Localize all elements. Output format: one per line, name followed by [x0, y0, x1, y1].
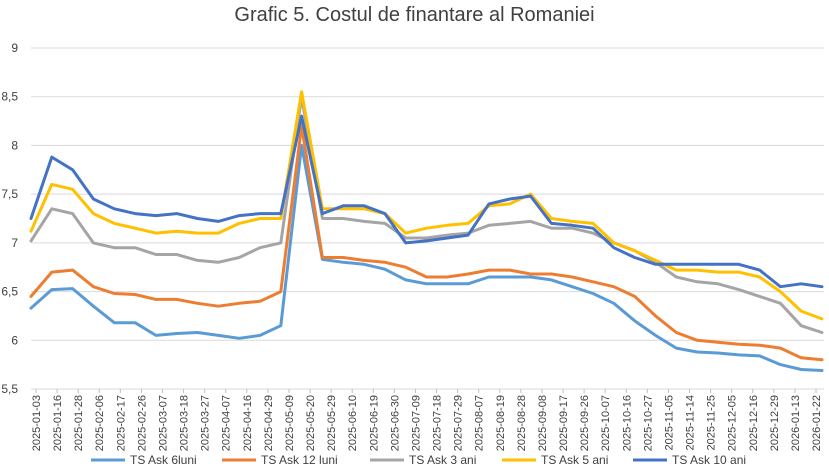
x-tick-label: 2025-10-07: [600, 395, 612, 451]
x-tick-label: 2026-01-22: [811, 395, 823, 451]
x-tick-label: 2025-02-17: [115, 395, 127, 451]
x-tick-label: 2025-01-16: [52, 395, 64, 451]
x-tick-label: 2025-03-27: [200, 395, 212, 451]
series-line-3: [29, 95, 824, 334]
y-tick-label: 5,5: [1, 382, 18, 396]
legend-label: TS Ask 10 ani: [672, 453, 746, 467]
x-axis-ticks: 2025-01-03 2025-01-16 2025-01-28 2025-02-06…: [31, 389, 823, 451]
x-tick-label: 2025-10-27: [642, 395, 654, 451]
x-tick-label: 2025-03-18: [179, 395, 191, 451]
x-tick-label: 2025-04-16: [242, 395, 254, 451]
x-tick-label: 2025-11-05: [663, 395, 675, 450]
x-tick-label: 2025-05-29: [326, 395, 338, 451]
y-tick-label: 9: [11, 41, 18, 55]
legend-label: TS Ask 3 ani: [409, 453, 476, 467]
y-tick-label: 7,5: [1, 187, 18, 201]
x-tick-label: 2025-06-10: [347, 395, 359, 451]
x-tick-label: 2025-09-08: [537, 395, 549, 451]
legend-label: TS Ask 5 ani: [541, 453, 608, 467]
series-line-1: [29, 143, 824, 372]
x-tick-label: 2025-04-29: [263, 395, 275, 451]
x-tick-label: 2025-07-18: [432, 395, 444, 451]
chart-title: Grafic 5. Costul de finantare al Romanie…: [234, 4, 595, 26]
y-tick-label: 8,5: [1, 90, 18, 104]
series-line-4: [29, 90, 824, 321]
x-tick-label: 2025-10-16: [621, 395, 633, 451]
y-tick-label: 8: [11, 138, 18, 152]
x-tick-label: 2025-01-03: [31, 395, 43, 451]
legend: TS Ask 6luni TS Ask 12 luni TS Ask 3 ani TS…: [91, 453, 746, 467]
legend-label: TS Ask 12 luni: [261, 453, 338, 467]
x-tick-label: 2025-11-25: [706, 395, 718, 450]
x-tick-label: 2025-11-14: [685, 395, 697, 450]
x-tick-label: 2025-09-26: [579, 395, 591, 451]
y-axis-ticks: 5,5 6 6,5 7 7,5 8 8,5 9: [1, 41, 18, 396]
series-line-5: [29, 114, 824, 289]
x-tick-label: 2025-03-07: [157, 395, 169, 451]
x-tick-label: 2026-01-13: [790, 395, 802, 451]
x-tick-label: 2025-08-28: [516, 395, 528, 451]
x-tick-label: 2025-08-19: [495, 395, 507, 451]
x-tick-label: 2025-06-19: [368, 395, 380, 451]
x-tick-label: 2025-05-20: [305, 395, 317, 451]
x-tick-label: 2025-09-17: [558, 395, 570, 451]
y-tick-label: 7: [11, 236, 18, 250]
x-tick-label: 2025-12-29: [769, 395, 781, 451]
x-tick-label: 2025-02-26: [136, 395, 148, 451]
x-tick-label: 2025-01-28: [73, 395, 85, 451]
series-lines: [29, 90, 824, 372]
x-tick-label: 2025-05-09: [284, 395, 296, 451]
y-tick-label: 6,5: [1, 285, 18, 299]
x-tick-label: 2025-08-07: [474, 395, 486, 451]
x-tick-label: 2025-07-29: [453, 395, 465, 451]
grid-lines: [31, 47, 824, 390]
y-tick-label: 6: [11, 333, 18, 347]
x-tick-label: 2025-12-16: [748, 395, 760, 451]
series-line-2: [29, 124, 824, 362]
x-tick-label: 2025-12-05: [727, 395, 739, 451]
x-tick-label: 2025-02-06: [94, 395, 106, 451]
x-tick-label: 2025-06-30: [389, 395, 401, 451]
x-tick-label: 2025-07-09: [410, 395, 422, 451]
legend-label: TS Ask 6luni: [130, 453, 197, 467]
x-tick-label: 2025-04-07: [221, 395, 233, 451]
